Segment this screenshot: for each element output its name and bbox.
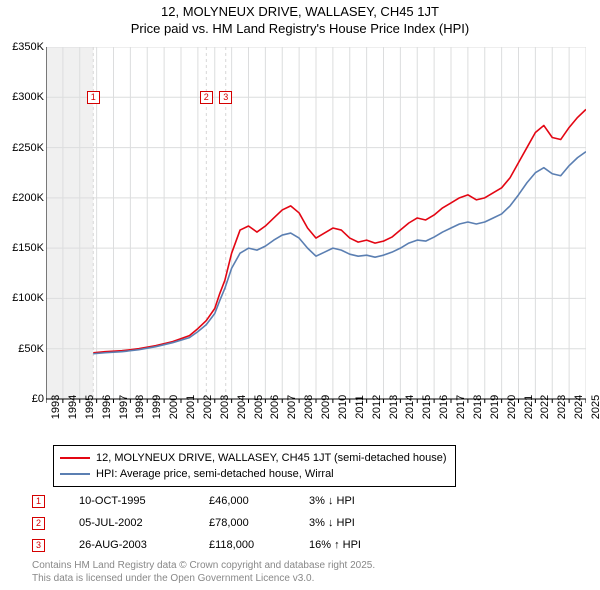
y-tick-label: £0 [32,393,44,405]
x-tick-label: 2019 [489,395,501,419]
x-tick-label: 1998 [134,395,146,419]
chart-marker-box: 3 [219,91,232,104]
x-tick-label: 2022 [539,395,551,419]
x-tick-label: 2013 [388,395,400,419]
x-tick-label: 2015 [421,395,433,419]
legend-label: 12, MOLYNEUX DRIVE, WALLASEY, CH45 1JT (… [96,452,447,464]
y-tick-label: £50K [18,343,44,355]
x-tick-label: 1994 [67,395,79,419]
x-tick-label: 2004 [236,395,248,419]
chart-plot-area [46,47,586,417]
x-tick-label: 1993 [50,395,62,419]
legend-swatch [60,457,90,459]
legend-swatch [60,473,90,475]
x-tick-label: 1999 [151,395,163,419]
x-tick-label: 2020 [506,395,518,419]
y-tick-label: £250K [12,142,44,154]
legend-item: 12, MOLYNEUX DRIVE, WALLASEY, CH45 1JT (… [60,450,447,466]
legend: 12, MOLYNEUX DRIVE, WALLASEY, CH45 1JT (… [53,445,456,487]
event-marker-box: 1 [32,495,45,508]
chart-marker-box: 1 [87,91,100,104]
x-tick-label: 2012 [371,395,383,419]
x-tick-label: 2006 [269,395,281,419]
y-tick-label: £200K [12,192,44,204]
event-vs-hpi: 16% ↑ HPI [309,539,361,551]
chart-container: 12, MOLYNEUX DRIVE, WALLASEY, CH45 1JT P… [0,0,600,590]
x-tick-label: 2014 [404,395,416,419]
x-tick-label: 1997 [118,395,130,419]
title-block: 12, MOLYNEUX DRIVE, WALLASEY, CH45 1JT P… [0,0,600,36]
event-price: £78,000 [209,517,309,529]
event-date: 26-AUG-2003 [79,539,209,551]
x-tick-label: 1995 [84,395,96,419]
x-tick-label: 2009 [320,395,332,419]
event-date: 10-OCT-1995 [79,495,209,507]
x-tick-label: 2007 [286,395,298,419]
x-tick-label: 2011 [354,395,366,419]
legend-label: HPI: Average price, semi-detached house,… [96,468,334,480]
x-tick-label: 2001 [185,395,197,419]
legend-item: HPI: Average price, semi-detached house,… [60,466,447,482]
x-tick-label: 2005 [253,395,265,419]
event-date: 05-JUL-2002 [79,517,209,529]
main-title: 12, MOLYNEUX DRIVE, WALLASEY, CH45 1JT [0,4,600,19]
event-marker-box: 3 [32,539,45,552]
x-tick-label: 2010 [337,395,349,419]
x-tick-label: 2003 [219,395,231,419]
x-tick-label: 1996 [101,395,113,419]
x-tick-label: 2018 [472,395,484,419]
table-row: 3 26-AUG-2003 £118,000 16% ↑ HPI [32,534,361,556]
table-row: 1 10-OCT-1995 £46,000 3% ↓ HPI [32,490,361,512]
x-tick-label: 2021 [523,395,535,419]
attribution: Contains HM Land Registry data © Crown c… [32,560,375,585]
price-events-table: 1 10-OCT-1995 £46,000 3% ↓ HPI 2 05-JUL-… [32,490,361,556]
event-price: £118,000 [209,539,309,551]
x-tick-label: 2023 [556,395,568,419]
x-tick-label: 2024 [573,395,585,419]
y-tick-label: £100K [12,292,44,304]
x-tick-label: 2017 [455,395,467,419]
chart-svg [46,47,586,417]
y-tick-label: £350K [12,41,44,53]
table-row: 2 05-JUL-2002 £78,000 3% ↓ HPI [32,512,361,534]
subtitle: Price paid vs. HM Land Registry's House … [0,21,600,36]
event-vs-hpi: 3% ↓ HPI [309,517,355,529]
y-tick-label: £300K [12,91,44,103]
chart-marker-box: 2 [200,91,213,104]
x-tick-label: 2016 [438,395,450,419]
event-price: £46,000 [209,495,309,507]
y-tick-label: £150K [12,242,44,254]
x-tick-label: 2000 [168,395,180,419]
x-tick-label: 2025 [590,395,600,419]
attribution-line: This data is licensed under the Open Gov… [32,573,375,586]
attribution-line: Contains HM Land Registry data © Crown c… [32,560,375,573]
event-marker-box: 2 [32,517,45,530]
event-vs-hpi: 3% ↓ HPI [309,495,355,507]
x-tick-label: 2008 [303,395,315,419]
x-tick-label: 2002 [202,395,214,419]
